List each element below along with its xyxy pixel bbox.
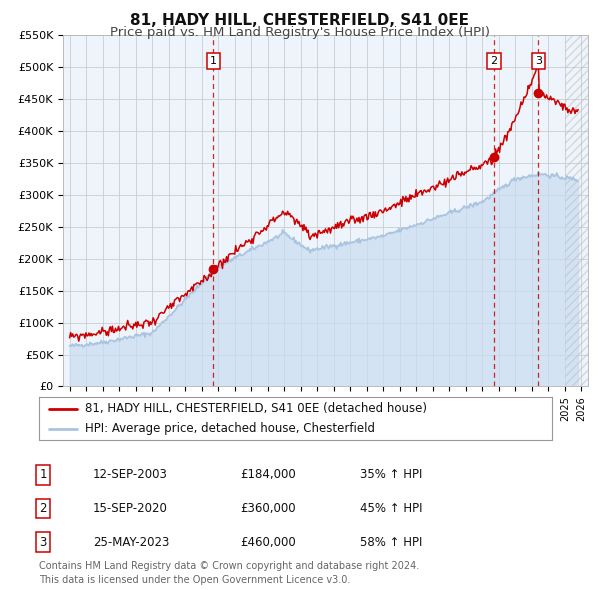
- Text: Contains HM Land Registry data © Crown copyright and database right 2024.
This d: Contains HM Land Registry data © Crown c…: [39, 561, 419, 585]
- Text: 15-SEP-2020: 15-SEP-2020: [93, 502, 168, 515]
- Text: £360,000: £360,000: [240, 502, 296, 515]
- Text: 2: 2: [490, 56, 497, 66]
- Text: 12-SEP-2003: 12-SEP-2003: [93, 468, 168, 481]
- Text: 3: 3: [40, 536, 47, 549]
- Text: 1: 1: [40, 468, 47, 481]
- Text: 3: 3: [535, 56, 542, 66]
- Text: HPI: Average price, detached house, Chesterfield: HPI: Average price, detached house, Ches…: [85, 422, 375, 435]
- Text: 81, HADY HILL, CHESTERFIELD, S41 0EE (detached house): 81, HADY HILL, CHESTERFIELD, S41 0EE (de…: [85, 402, 427, 415]
- Text: Price paid vs. HM Land Registry's House Price Index (HPI): Price paid vs. HM Land Registry's House …: [110, 26, 490, 39]
- Text: 1: 1: [210, 56, 217, 66]
- Text: 45% ↑ HPI: 45% ↑ HPI: [360, 502, 422, 515]
- Text: £460,000: £460,000: [240, 536, 296, 549]
- Text: 2: 2: [40, 502, 47, 515]
- Text: £184,000: £184,000: [240, 468, 296, 481]
- Text: 58% ↑ HPI: 58% ↑ HPI: [360, 536, 422, 549]
- Text: 81, HADY HILL, CHESTERFIELD, S41 0EE: 81, HADY HILL, CHESTERFIELD, S41 0EE: [131, 13, 470, 28]
- Text: 25-MAY-2023: 25-MAY-2023: [93, 536, 169, 549]
- Text: 35% ↑ HPI: 35% ↑ HPI: [360, 468, 422, 481]
